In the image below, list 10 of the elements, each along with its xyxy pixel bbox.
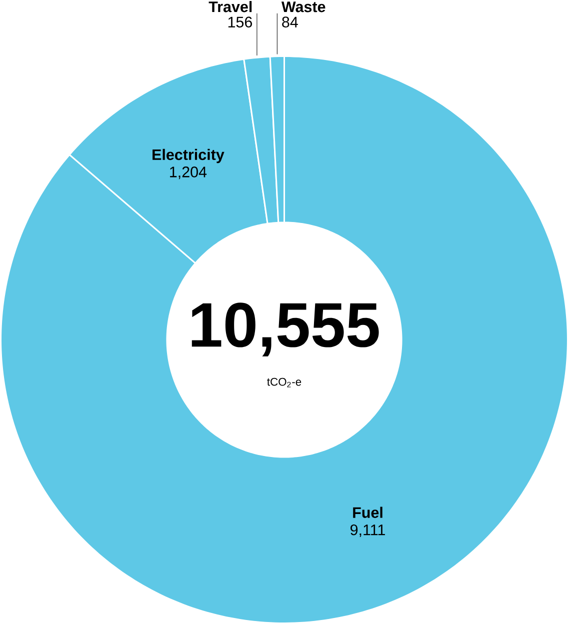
data-label: 84 <box>282 16 298 28</box>
data-label: 156 <box>228 16 252 28</box>
slice-label: Waste <box>282 2 326 12</box>
slice-label: Fuel <box>353 506 383 518</box>
data-label: 1,204 <box>170 166 207 180</box>
text: 10,555 <box>192 302 380 356</box>
slice-label: Electricity <box>152 148 225 164</box>
slice-label: Travel <box>209 1 252 12</box>
text: tCO$_{2}$-e <box>267 378 302 388</box>
data-label: 9,111 <box>350 524 386 538</box>
